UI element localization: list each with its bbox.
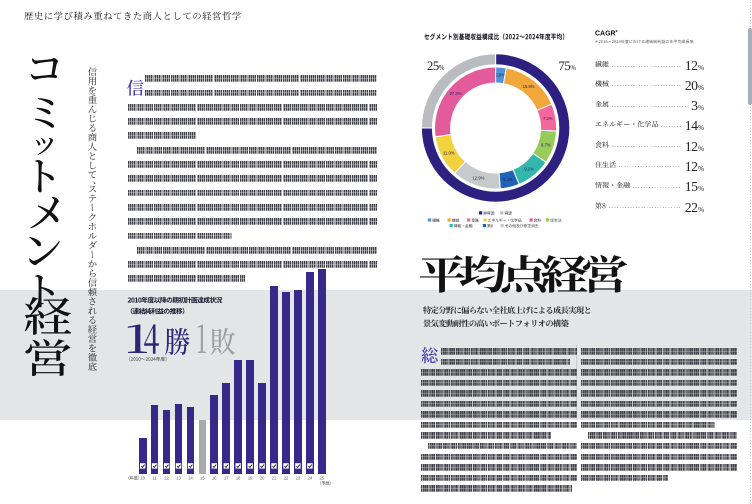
- svg-text:10: 10: [140, 475, 145, 480]
- svg-text:11: 11: [152, 475, 157, 480]
- svg-text:5.1%: 5.1%: [503, 177, 513, 182]
- svg-text:16: 16: [212, 475, 217, 480]
- svg-text:9.2%: 9.2%: [524, 167, 534, 172]
- svg-text:2.8%: 2.8%: [496, 73, 506, 78]
- svg-text:15.8%: 15.8%: [523, 84, 535, 89]
- svg-text:12.9%: 12.9%: [472, 176, 484, 181]
- svg-text:25: 25: [320, 475, 325, 480]
- svg-text:13: 13: [176, 475, 181, 480]
- svg-text:20: 20: [260, 475, 265, 480]
- svg-text:17: 17: [224, 475, 229, 480]
- svg-text:22: 22: [284, 475, 289, 480]
- svg-text:11.0%: 11.0%: [443, 150, 455, 155]
- svg-text:19: 19: [248, 475, 253, 480]
- svg-text:18: 18: [236, 475, 241, 480]
- svg-text:7.2%: 7.2%: [543, 116, 553, 121]
- svg-text:23: 23: [296, 475, 301, 480]
- svg-text:27.3%: 27.3%: [450, 91, 462, 96]
- svg-text:8.7%: 8.7%: [541, 142, 551, 147]
- svg-text:24: 24: [308, 475, 313, 480]
- svg-text:15: 15: [200, 475, 205, 480]
- svg-text:14: 14: [188, 475, 193, 480]
- svg-text:12: 12: [164, 475, 169, 480]
- svg-text:21: 21: [272, 475, 277, 480]
